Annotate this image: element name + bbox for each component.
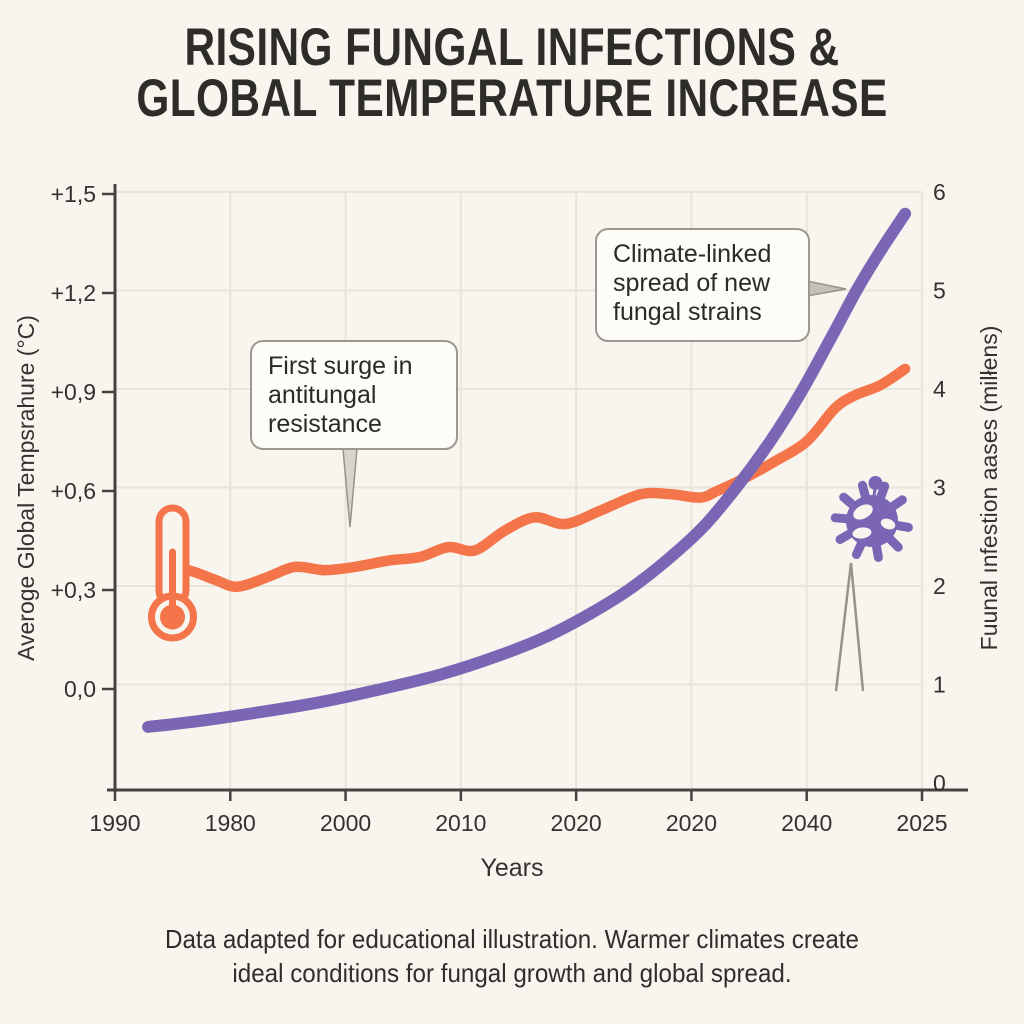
y-left-tick-label: +0,6 xyxy=(51,478,96,504)
series-line-infections xyxy=(142,207,912,733)
callout-text: First surge in antitungal resistance xyxy=(268,352,413,438)
y-left-tick-label: 0,0 xyxy=(64,676,96,702)
y-left-tick-label: +0,3 xyxy=(51,577,96,603)
y-left-tick-label: +0,9 xyxy=(51,379,96,405)
y-right-tick-label: 1 xyxy=(933,672,946,698)
x-tick-label: 2010 xyxy=(435,810,486,836)
y-right-tick-label: 3 xyxy=(933,475,946,501)
footer-note: Data adapted for educational illustratio… xyxy=(36,922,988,990)
y-right-tick-label: 4 xyxy=(933,376,946,402)
x-tick-label: 2000 xyxy=(320,810,371,836)
data-lines xyxy=(142,207,912,733)
callout-text: Climate-linked spread of new fungal stra… xyxy=(613,240,772,326)
thermometer-bulb-fill xyxy=(160,604,185,630)
virus-pointer xyxy=(834,562,865,692)
thermometer-icon xyxy=(148,504,197,642)
y-right-tick-label: 6 xyxy=(933,179,946,205)
right-axis-title: Fuunal ınfestion aases (milłens) xyxy=(976,325,1002,651)
callout-pointer-climate xyxy=(806,280,847,297)
virus-icon xyxy=(830,476,913,562)
x-tick-label: 2025 xyxy=(896,810,947,836)
axes xyxy=(107,184,968,792)
callout-antifungal-resistance: First surge in antitungal resistance xyxy=(250,340,458,450)
x-tick-label: 1980 xyxy=(205,810,256,836)
series-line-temperature xyxy=(164,363,911,592)
y-right-tick-label: 2 xyxy=(933,573,946,599)
axis-ticks xyxy=(102,192,924,801)
footer-line-2: ideal conditions for fungal growth and g… xyxy=(232,958,792,988)
virus-antenna-tip xyxy=(868,476,883,490)
title-line-1: RISING FUNGAL INFECTIONS & xyxy=(184,18,840,77)
virus-antenna xyxy=(872,487,877,498)
x-tick-label: 2020 xyxy=(551,810,602,836)
title-line-2: GLOBAL TEMPERATURE INCREASE xyxy=(136,69,888,128)
axis-tick-labels: 1990 1980 2000 2010 2020 2020 2040 2025 +1,5 +1,2… xyxy=(51,179,948,836)
y-left-tick-label: +1,5 xyxy=(51,181,96,207)
y-right-tick-label: 5 xyxy=(933,278,946,304)
page-title: RISING FUNGAL INFECTIONS & GLOBAL TEMPER… xyxy=(102,18,921,128)
left-axis-title: Averoge Global Tempsrahure (°C) xyxy=(13,315,39,661)
footer-line-1: Data adapted for educational illustratio… xyxy=(165,924,859,954)
y-right-tick-label: 0 xyxy=(933,770,946,796)
x-tick-label: 2040 xyxy=(781,810,832,836)
virus-holes xyxy=(852,504,896,539)
callout-climate-linked: Climate-linked spread of new fungal stra… xyxy=(595,228,810,342)
virus-spikes xyxy=(830,480,913,562)
y-left-tick-label: +1,2 xyxy=(51,280,96,306)
x-tick-label: 1990 xyxy=(89,810,140,836)
x-axis-title: Years xyxy=(480,854,544,882)
x-tick-label: 2020 xyxy=(666,810,717,836)
